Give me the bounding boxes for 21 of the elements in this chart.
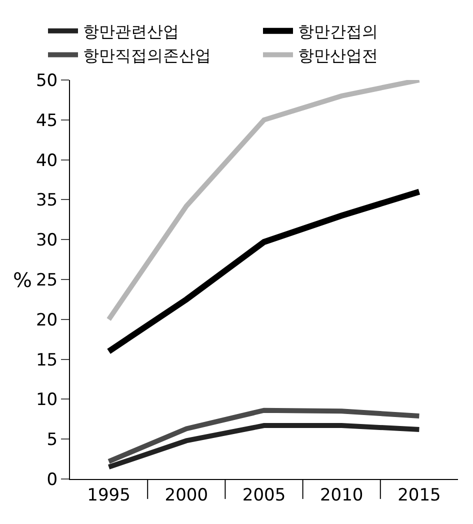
y-tick-label: 25 (36, 270, 58, 290)
y-tick-label: 35 (36, 190, 58, 211)
y-tick-label: 0 (46, 470, 58, 490)
y-axis-title: % (13, 268, 32, 292)
legend-label: 항만관련산업 (83, 22, 179, 42)
x-tick-label: 2005 (242, 485, 286, 506)
y-tick-label: 5 (46, 430, 58, 450)
legend-label: 항만간접의 (298, 22, 378, 42)
legend-label: 항만직접의존산업 (83, 46, 211, 65)
y-tick-label: 30 (36, 230, 58, 251)
y-tick-label: 15 (36, 350, 58, 370)
x-tick-label: 2000 (164, 485, 208, 506)
x-tick-label: 2015 (398, 485, 441, 506)
y-tick-label: 40 (36, 150, 58, 171)
y-tick-label: 45 (36, 110, 58, 131)
x-tick-label: 2010 (320, 485, 364, 506)
y-tick-label: 10 (36, 390, 58, 410)
y-tick-label: 20 (36, 310, 58, 330)
legend-label: 항만산업전 (298, 46, 378, 65)
y-tick-label: 50 (36, 70, 58, 91)
x-tick-label: 1995 (87, 485, 130, 506)
